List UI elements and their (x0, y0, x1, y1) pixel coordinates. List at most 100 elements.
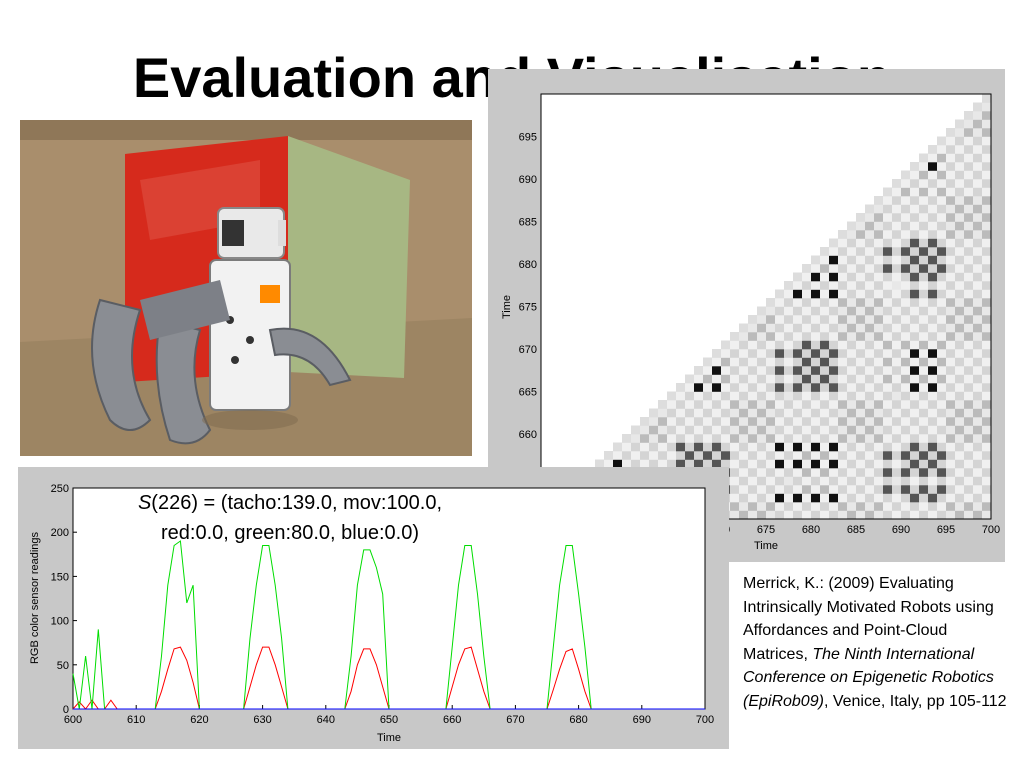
rp-cell (946, 136, 956, 146)
rp-cell (928, 264, 938, 273)
rp-cell (784, 400, 794, 409)
rp-cell (982, 408, 992, 418)
rp-cell (829, 272, 839, 282)
rp-cell (973, 340, 983, 350)
rp-cell (829, 425, 839, 435)
rp-cell (919, 213, 929, 222)
rp-cell (919, 425, 929, 435)
rp-cell (937, 349, 947, 358)
rp-cell (793, 451, 803, 460)
rp-cell (955, 366, 965, 375)
rp-cell (946, 357, 956, 367)
rp-cell (973, 408, 983, 418)
rp-cell (730, 442, 740, 452)
rp-cell (757, 306, 767, 316)
rp-cell (973, 366, 983, 375)
rp-cell (766, 383, 776, 392)
rp-cell (883, 408, 893, 418)
rp-cell (955, 349, 965, 358)
rp-cell (982, 255, 992, 265)
rp-cell (631, 425, 641, 435)
rp-cell (946, 238, 956, 248)
rp-cell (820, 493, 830, 503)
rp-cell (775, 493, 785, 503)
rp-cell (910, 357, 920, 367)
rp-cell (928, 442, 938, 452)
rp-cell (865, 425, 875, 435)
rp-cell (865, 281, 875, 290)
rp-cell (757, 383, 767, 392)
rp-cell (820, 502, 830, 511)
rp-cell (856, 281, 866, 290)
rp-cell (910, 179, 920, 188)
rp-cell (883, 502, 893, 511)
rp-cell (973, 442, 983, 452)
rp-cell (919, 264, 929, 273)
rp-cell (883, 374, 893, 384)
rp-cell (775, 442, 785, 452)
rp-cell (928, 145, 938, 154)
rp-cell (901, 434, 911, 443)
rp-cell (901, 196, 911, 205)
rp-cell (766, 408, 776, 418)
rp-cell (883, 340, 893, 350)
rp-cell (775, 434, 785, 443)
rp-cell (721, 357, 731, 367)
rp-cell (883, 187, 893, 197)
rp-cell (757, 357, 767, 367)
rp-cell (829, 332, 839, 341)
state-time: (226) (151, 492, 198, 514)
rp-cell (613, 451, 623, 460)
rp-cell (802, 281, 812, 290)
rp-cell (928, 502, 938, 511)
rp-cell (820, 366, 830, 375)
rp-cell (901, 383, 911, 392)
rp-cell (973, 264, 983, 273)
rp-cell (793, 272, 803, 282)
rp-cell (802, 442, 812, 452)
ts-xtick-label: 690 (633, 714, 651, 726)
rp-cell (892, 323, 902, 333)
rp-cell (748, 408, 758, 418)
rp-cell (748, 451, 758, 460)
rp-cell (748, 417, 758, 426)
rp-cell (820, 264, 830, 273)
rp-cell (964, 315, 974, 324)
rp-cell (712, 417, 722, 426)
rp-cell (703, 434, 713, 443)
rp-cell (793, 298, 803, 307)
rp-cell (865, 247, 875, 256)
rp-cell (964, 451, 974, 460)
rp-cell (793, 400, 803, 409)
rp-cell (964, 221, 974, 231)
rp-cell (937, 162, 947, 171)
rp-cell (757, 366, 767, 375)
rp-cell (946, 349, 956, 358)
rp-cell (964, 238, 974, 248)
rp-cell (658, 400, 668, 409)
rp-cell (829, 493, 839, 503)
rp-cell (622, 459, 632, 469)
rp-cell (955, 298, 965, 307)
rp-cell (874, 221, 884, 231)
rp-cell (955, 272, 965, 282)
rp-cell (865, 315, 875, 324)
rp-cell (811, 264, 821, 273)
rp-cell (874, 238, 884, 248)
rp-ytick-label: 665 (519, 387, 537, 399)
rp-cell (631, 451, 641, 460)
rp-cell (892, 272, 902, 282)
rp-cell (973, 383, 983, 392)
rp-cell (847, 476, 857, 486)
rp-cell (865, 306, 875, 316)
rp-cell (766, 510, 776, 520)
rp-cell (757, 502, 767, 511)
rp-cell (928, 383, 938, 392)
rp-cell (847, 315, 857, 324)
rp-cell (748, 425, 758, 435)
rp-cell (964, 196, 974, 205)
rp-cell (820, 357, 830, 367)
rp-cell (982, 119, 992, 129)
ts-xtick-label: 600 (64, 714, 82, 726)
rp-frame (540, 93, 992, 520)
